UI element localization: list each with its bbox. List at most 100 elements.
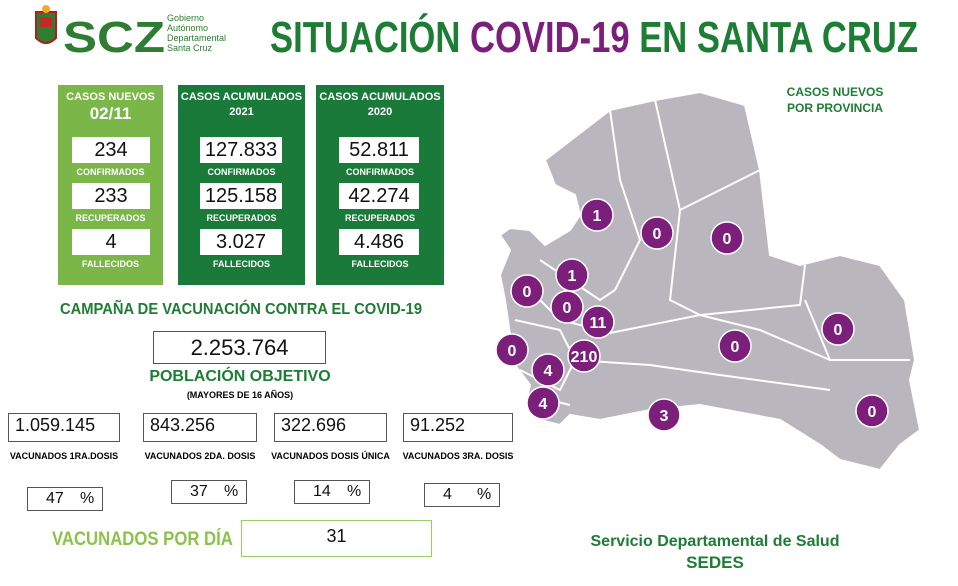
province-count: 1	[593, 208, 602, 225]
province-count: 3	[660, 408, 669, 425]
dose-value: 91.252	[403, 413, 513, 442]
case-value: 127.833	[200, 137, 282, 163]
case-value: 125.158	[200, 183, 282, 209]
target-note: (MAYORES DE 16 AÑOS)	[186, 390, 294, 400]
footer-line: SEDES	[686, 553, 744, 572]
case-value: 42.274	[339, 183, 419, 209]
dose-label: VACUNADOS DOSIS ÚNICA	[271, 451, 390, 461]
province-count: 0	[508, 343, 517, 360]
case-label: FALLECIDOS	[81, 259, 139, 269]
province-count: 0	[563, 300, 572, 317]
case-label: CONFIRMADOS	[207, 167, 276, 177]
vaccination-title: CAMPAÑA DE VACUNACIÓN CONTRA EL COVID-19	[60, 301, 423, 318]
dose-label: VACUNADOS 3RA. DOSIS	[402, 451, 514, 461]
panel-heading: CASOS ACUMULADOS	[319, 91, 441, 103]
percent-value: 37	[190, 483, 208, 500]
percent-box: 37%	[171, 480, 247, 504]
province-count: 1	[568, 268, 577, 285]
per-day-box: 31	[241, 520, 432, 557]
province-count: 0	[653, 226, 662, 243]
target-box: 2.253.764	[153, 331, 326, 364]
province-count: 11	[590, 315, 607, 332]
map	[498, 90, 922, 472]
province-count: 4	[539, 396, 548, 413]
province-counts: 1 0 0 1 0 0 11 0 210 4 4 0 0 3 0	[495, 198, 889, 432]
province-bubble	[647, 398, 681, 432]
province-bubble	[581, 305, 615, 339]
province-count: 0	[723, 231, 732, 248]
title-part: EN SANTA CRUZ	[630, 13, 918, 62]
case-value: 4.486	[339, 229, 419, 255]
percent-box: 47%	[27, 487, 103, 511]
logo-line: Gobierno	[167, 13, 205, 23]
province-count: 4	[544, 363, 553, 380]
percent-unit: %	[347, 483, 362, 500]
percent-value: 47	[46, 490, 64, 507]
title-part: COVID-19	[470, 13, 630, 62]
title-part: SITUACIÓN	[270, 12, 470, 62]
province-bubble	[567, 339, 601, 373]
panel-heading: 2020	[367, 106, 393, 118]
logo: SCZ	[63, 13, 165, 62]
province-bubble	[526, 386, 560, 420]
dose-value: 1.059.145	[8, 413, 120, 442]
province-count: 0	[731, 339, 740, 356]
province-bubble	[718, 329, 752, 363]
province-bubble	[531, 353, 565, 387]
case-value: 233	[72, 183, 150, 209]
case-label: RECUPERADOS	[75, 213, 146, 223]
panel-heading: CASOS NUEVOS	[66, 91, 155, 103]
case-label: FALLECIDOS	[212, 259, 270, 269]
per-day-label: VACUNADOS POR DÍA	[52, 529, 233, 550]
footer-line: Servicio Departamental de Salud	[590, 533, 840, 550]
province-count: 210	[571, 349, 598, 366]
province-count: 0	[834, 322, 843, 339]
crest	[35, 5, 57, 44]
dose-label: VACUNADOS 2DA. DOSIS	[144, 451, 256, 461]
dose-value: 843.256	[143, 413, 257, 442]
province-count: 0	[523, 284, 532, 301]
map-title-line: POR PROVINCIA	[786, 101, 883, 115]
percent-box: 14%	[294, 480, 370, 504]
case-label: RECUPERADOS	[206, 213, 277, 223]
dose-value: 322.696	[274, 413, 387, 442]
logo-line: Santa Cruz	[167, 43, 213, 53]
province-bubble	[580, 198, 614, 232]
title: SITUACIÓN COVID-19 EN SANTA CRUZ	[270, 12, 918, 62]
dose-label: VACUNADOS 1RA.DOSIS	[9, 451, 119, 461]
province-bubble	[550, 290, 584, 324]
case-label: RECUPERADOS	[344, 213, 415, 223]
logo-line: Autónomo	[167, 23, 209, 33]
percent-unit: %	[80, 490, 95, 507]
province-bubble	[855, 394, 889, 428]
case-value: 52.811	[339, 137, 419, 163]
case-value: 4	[72, 229, 150, 255]
case-value: 3.027	[200, 229, 282, 255]
logo-text: Gobierno Autónomo Departamental Santa Cr…	[167, 13, 226, 53]
logo-line: Departamental	[167, 33, 227, 43]
panel-heading: 2021	[229, 106, 254, 118]
percent-box: 4%	[424, 483, 500, 507]
province-bubble	[495, 333, 529, 367]
province-count: 0	[868, 404, 877, 421]
province-bubble	[640, 216, 674, 250]
case-value: 234	[72, 137, 150, 163]
map-title: CASOS NUEVOS POR PROVINCIA	[770, 84, 900, 116]
target-label: POBLACIÓN OBJETIVO	[149, 368, 331, 385]
case-label: CONFIRMADOS	[76, 167, 145, 177]
province-bubble	[510, 274, 544, 308]
province-bubble	[710, 221, 744, 255]
province-bubble	[555, 258, 589, 292]
percent-value: 14	[313, 483, 331, 500]
case-label: CONFIRMADOS	[346, 167, 414, 177]
case-label: FALLECIDOS	[351, 259, 409, 269]
percent-value: 4	[443, 486, 452, 503]
province-bubble	[821, 312, 855, 346]
percent-unit: %	[224, 483, 239, 500]
percent-unit: %	[477, 486, 492, 503]
map-title-line: CASOS NUEVOS	[786, 85, 884, 99]
panel-heading: CASOS ACUMULADOS	[180, 91, 303, 103]
panel-heading: 02/11	[89, 104, 132, 123]
